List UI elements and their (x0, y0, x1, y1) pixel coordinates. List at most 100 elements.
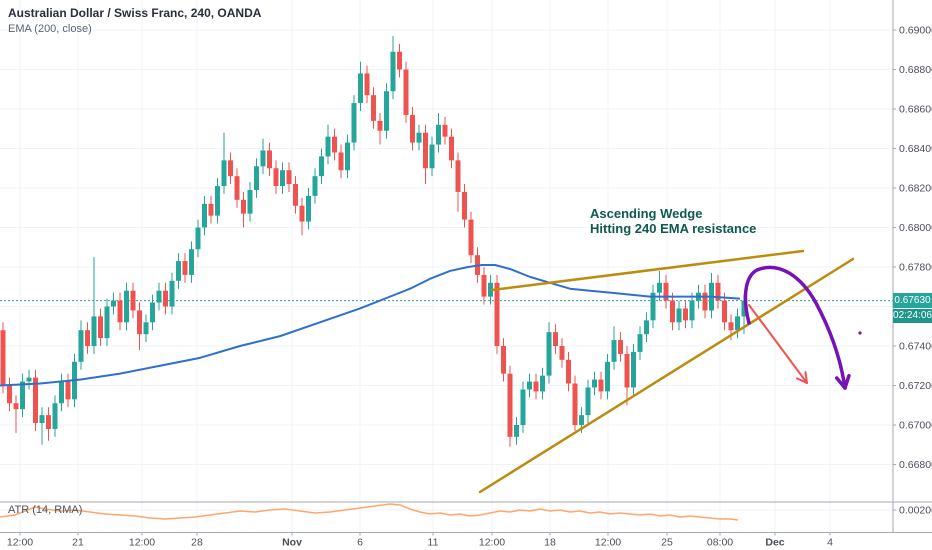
candle-up (104, 306, 110, 339)
candle-down (403, 69, 409, 115)
time-tick-label: Dec (765, 537, 784, 549)
purple-dot (858, 331, 862, 335)
candle-down (137, 310, 142, 335)
candle-up (631, 351, 636, 388)
candlestick-series[interactable] (0, 35, 747, 447)
candle-down (98, 316, 103, 339)
candle-down (507, 373, 513, 437)
candle-up (611, 340, 617, 362)
candle-down (423, 132, 428, 169)
candle-down (559, 346, 565, 360)
candle-down (722, 300, 727, 323)
candle-down (208, 203, 214, 216)
candle-up (345, 142, 350, 171)
candle-up (540, 375, 545, 392)
candle-down (286, 170, 292, 185)
candle-up (26, 377, 32, 382)
annotation-line-1: Ascending Wedge (590, 206, 703, 221)
candle-up (546, 332, 552, 376)
candle-down (0, 330, 6, 386)
drawing-text-annotation[interactable]: Ascending Wedge Hitting 240 EMA resistan… (590, 206, 756, 236)
purple-curved-arrow[interactable] (743, 265, 847, 390)
atr-line[interactable] (0, 503, 739, 521)
candle-down (683, 308, 688, 321)
candle-up (39, 415, 45, 424)
candle-down (728, 322, 734, 331)
candle-up (520, 389, 526, 425)
wedge-upper-trendline[interactable] (490, 249, 805, 292)
candle-up (676, 308, 682, 323)
candle-up (735, 316, 740, 331)
candle-down (234, 176, 240, 200)
wedge-lower-trendline[interactable] (478, 257, 855, 494)
candle-up (156, 290, 162, 303)
candle-down (332, 136, 337, 153)
candle-up (650, 292, 656, 321)
time-tick-label: 18 (544, 537, 556, 549)
ema-line[interactable] (0, 264, 741, 387)
gridlines (19, 0, 831, 533)
time-tick-label: 12:00 (479, 537, 505, 549)
last-price-value: 0.67630 (893, 293, 932, 308)
candle-up (390, 51, 396, 92)
candle-down (618, 340, 623, 354)
time-tick-label: 12:00 (129, 537, 155, 549)
atr-indicator-label[interactable]: ATR (14, RMA) (8, 504, 83, 516)
candle-down (273, 168, 279, 187)
candle-down (468, 219, 474, 256)
candle-down (46, 415, 51, 429)
time-tick-label: 12:00 (595, 537, 621, 549)
candle-down (462, 191, 467, 220)
candle-down (533, 381, 539, 392)
candle-down (338, 152, 344, 171)
time-tick-label: 21 (72, 537, 84, 549)
candle-down (715, 282, 721, 301)
candle-up (189, 249, 194, 275)
candle-up (605, 361, 610, 392)
time-axis[interactable]: 12:00 21 12:00 28 Nov 6 11 12:00 18 12:00 25 08:00 D… (7, 537, 833, 549)
time-tick-label: 08:00 (707, 537, 733, 549)
candle-up (176, 261, 181, 281)
time-tick-label: 25 (661, 537, 673, 549)
bar-countdown-timer: 02:24:06 (893, 309, 932, 323)
candle-down (598, 379, 604, 392)
candle-up (52, 403, 58, 429)
candle-up (384, 91, 389, 131)
candle-down (572, 383, 578, 425)
candle-down (228, 160, 233, 177)
candle-down (241, 199, 246, 214)
candle-down (663, 282, 669, 301)
candle-down (670, 300, 675, 323)
candle-up (527, 381, 532, 390)
annotation-line-2: Hitting 240 EMA resistance (590, 221, 757, 236)
candle-up (312, 176, 318, 196)
candle-up (111, 300, 116, 307)
red-down-arrow[interactable] (748, 304, 808, 384)
purple-arrow-head (834, 376, 847, 390)
candle-up (169, 280, 175, 307)
atr-tick-label: 0.00200 (899, 505, 932, 517)
candle-down (455, 160, 461, 192)
candle-down (481, 274, 487, 297)
candle-up (143, 322, 149, 335)
last-price-badge[interactable]: 0.67630 02:24:06 (893, 293, 932, 323)
candle-up (124, 290, 129, 323)
ema-indicator-label[interactable]: EMA (200, close) (8, 23, 92, 35)
candle-up (260, 150, 266, 167)
candle-down (377, 120, 383, 131)
symbol-title[interactable]: Australian Dollar / Swiss Franc, 240, OA… (8, 6, 262, 20)
candle-down (553, 332, 558, 346)
candle-down (371, 95, 376, 121)
candle-up (150, 302, 155, 323)
time-tick-label: 6 (357, 537, 363, 549)
candle-up (644, 320, 649, 335)
